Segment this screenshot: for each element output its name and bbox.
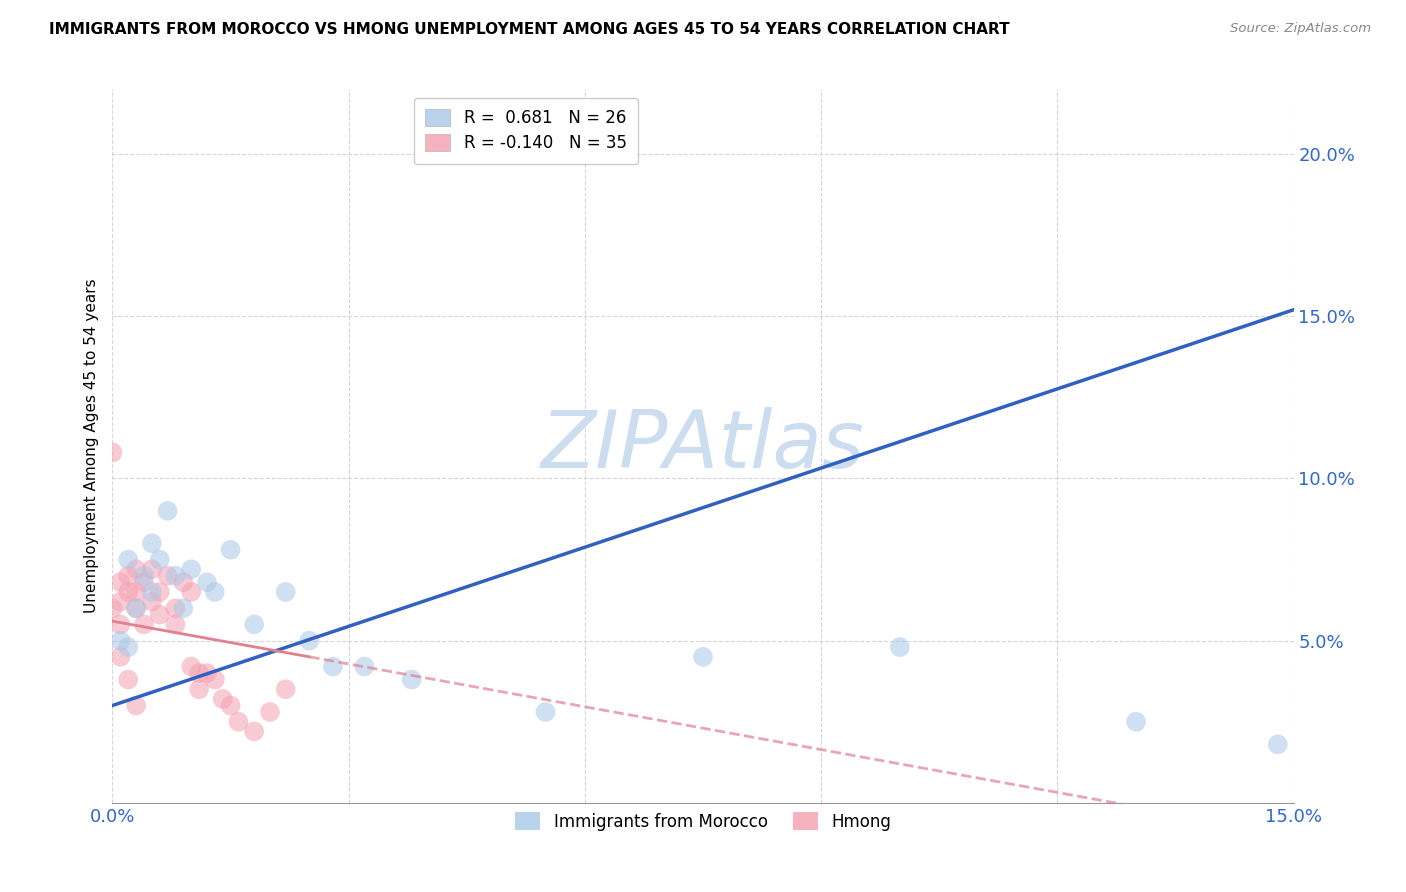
Text: Source: ZipAtlas.com: Source: ZipAtlas.com bbox=[1230, 22, 1371, 36]
Point bbox=[1125, 714, 1147, 729]
Point bbox=[204, 673, 226, 687]
Point bbox=[125, 562, 148, 576]
Point bbox=[274, 682, 297, 697]
Point bbox=[117, 673, 139, 687]
Point bbox=[149, 585, 172, 599]
Point bbox=[141, 595, 163, 609]
Point bbox=[165, 601, 187, 615]
Point bbox=[219, 698, 242, 713]
Point bbox=[110, 633, 132, 648]
Point bbox=[211, 692, 233, 706]
Text: IMMIGRANTS FROM MOROCCO VS HMONG UNEMPLOYMENT AMONG AGES 45 TO 54 YEARS CORRELAT: IMMIGRANTS FROM MOROCCO VS HMONG UNEMPLO… bbox=[49, 22, 1010, 37]
Point bbox=[172, 575, 194, 590]
Point bbox=[149, 552, 172, 566]
Legend: Immigrants from Morocco, Hmong: Immigrants from Morocco, Hmong bbox=[509, 805, 897, 838]
Point bbox=[165, 568, 187, 582]
Point bbox=[141, 585, 163, 599]
Point bbox=[132, 617, 155, 632]
Point bbox=[401, 673, 423, 687]
Point bbox=[141, 536, 163, 550]
Point bbox=[180, 585, 202, 599]
Point bbox=[889, 640, 911, 654]
Point bbox=[243, 724, 266, 739]
Point bbox=[110, 649, 132, 664]
Point bbox=[156, 568, 179, 582]
Point bbox=[110, 617, 132, 632]
Point bbox=[259, 705, 281, 719]
Point bbox=[156, 504, 179, 518]
Point bbox=[110, 575, 132, 590]
Point bbox=[195, 666, 218, 681]
Point bbox=[117, 568, 139, 582]
Point bbox=[101, 445, 124, 459]
Point bbox=[132, 575, 155, 590]
Point bbox=[132, 568, 155, 582]
Point bbox=[204, 585, 226, 599]
Point bbox=[117, 640, 139, 654]
Point bbox=[243, 617, 266, 632]
Point bbox=[180, 562, 202, 576]
Point bbox=[219, 542, 242, 557]
Point bbox=[534, 705, 557, 719]
Y-axis label: Unemployment Among Ages 45 to 54 years: Unemployment Among Ages 45 to 54 years bbox=[83, 278, 98, 614]
Text: ZIPAtlas: ZIPAtlas bbox=[541, 407, 865, 485]
Point bbox=[125, 698, 148, 713]
Point bbox=[353, 659, 375, 673]
Point bbox=[149, 607, 172, 622]
Point bbox=[117, 552, 139, 566]
Point bbox=[188, 682, 211, 697]
Point bbox=[322, 659, 344, 673]
Point bbox=[188, 666, 211, 681]
Point bbox=[172, 601, 194, 615]
Point bbox=[692, 649, 714, 664]
Point bbox=[117, 585, 139, 599]
Point bbox=[125, 601, 148, 615]
Point bbox=[180, 659, 202, 673]
Point bbox=[125, 601, 148, 615]
Point bbox=[195, 575, 218, 590]
Point bbox=[228, 714, 250, 729]
Point bbox=[1267, 738, 1289, 752]
Point bbox=[165, 617, 187, 632]
Point bbox=[274, 585, 297, 599]
Point bbox=[125, 585, 148, 599]
Point bbox=[110, 595, 132, 609]
Point bbox=[101, 601, 124, 615]
Point bbox=[141, 562, 163, 576]
Point bbox=[298, 633, 321, 648]
